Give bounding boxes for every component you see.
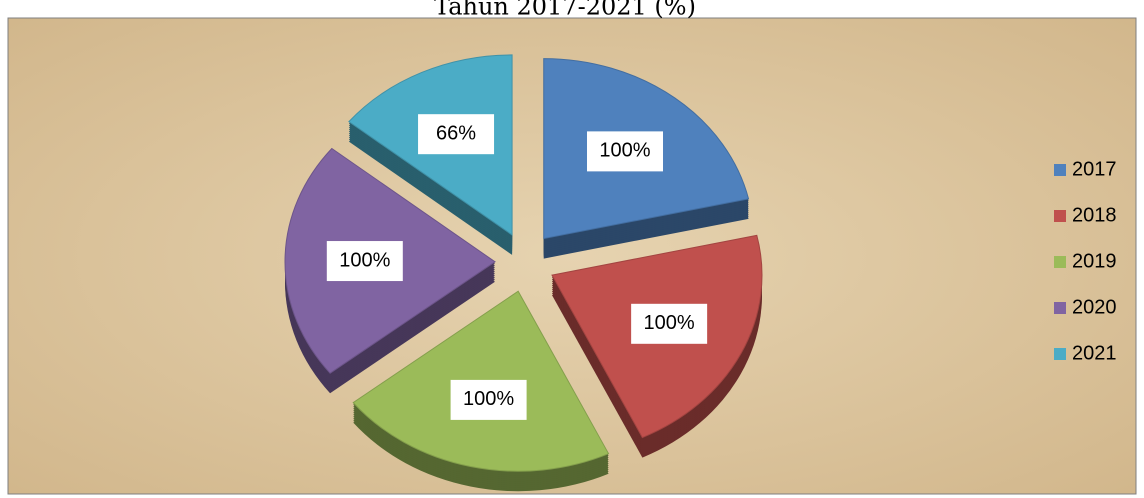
data-label: 100% [644, 312, 695, 334]
data-label-box [418, 114, 495, 155]
legend-swatch [1054, 302, 1066, 314]
legend-label: 2017 [1072, 158, 1117, 180]
data-label-box [326, 241, 403, 282]
legend-swatch [1054, 256, 1066, 268]
legend-label: 2019 [1072, 250, 1117, 272]
legend-label: 2020 [1072, 296, 1117, 318]
legend-label: 2021 [1072, 342, 1117, 364]
legend-swatch [1054, 164, 1066, 176]
data-label-box [587, 131, 664, 172]
data-label-box [631, 303, 708, 344]
data-label: 100% [463, 388, 514, 410]
data-label-box [450, 379, 527, 420]
data-label: 100% [599, 140, 650, 162]
data-label: 66% [436, 122, 476, 144]
data-label: 100% [339, 249, 390, 271]
chart-title: Tahun 2017-2021 (%) [434, 0, 696, 21]
legend-swatch [1054, 348, 1066, 360]
legend-label: 2018 [1072, 204, 1117, 226]
legend-swatch [1054, 210, 1066, 222]
